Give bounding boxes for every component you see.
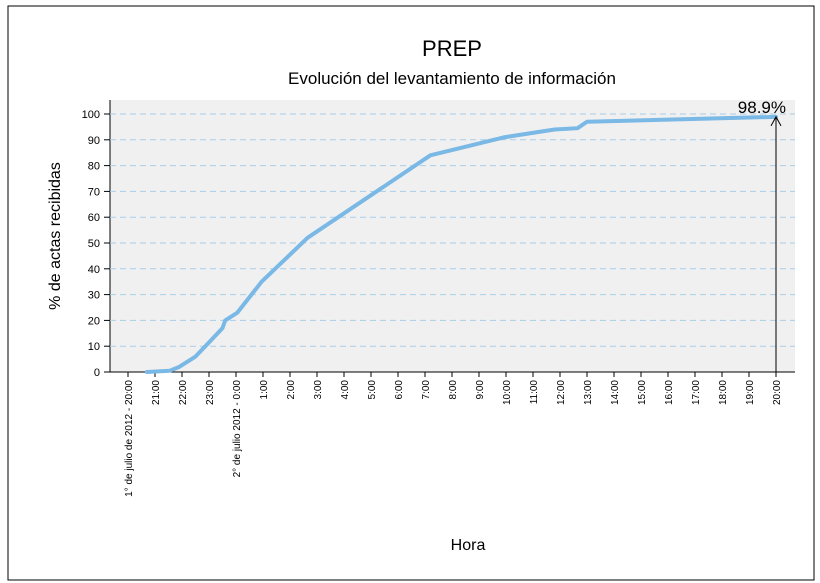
x-tick-label: 8:00 [448, 380, 459, 400]
x-tick-label: 22:00 [178, 380, 189, 405]
x-tick-label: 20:00 [772, 380, 783, 405]
x-tick-label: 10:00 [502, 380, 513, 405]
y-tick-label: 70 [88, 186, 100, 198]
x-tick-label: 11:00 [529, 380, 540, 405]
x-tick-label: 13:00 [583, 380, 594, 405]
y-tick-label: 60 [88, 212, 100, 224]
x-tick-label: 14:00 [610, 380, 621, 405]
x-tick-label: 23:00 [205, 380, 216, 405]
data-line [144, 114, 778, 374]
plot-area [110, 100, 795, 372]
x-tick-label: 3:00 [313, 380, 324, 400]
x-tick-label: 19:00 [745, 380, 756, 405]
annotation-label: 98.9% [738, 98, 786, 117]
x-tick-label: 21:00 [151, 380, 162, 405]
x-tick-label: 5:00 [367, 380, 378, 400]
chart-title: PREP [422, 36, 482, 61]
x-tick-label: 1:00 [259, 380, 270, 400]
x-axis-label: Hora [451, 537, 486, 554]
x-tick-label: 16:00 [664, 380, 675, 405]
arrow-head [770, 115, 782, 127]
x-tick-label: 4:00 [340, 380, 351, 400]
x-tick-label: 17:00 [691, 380, 702, 405]
x-tick-label: 12:00 [556, 380, 567, 405]
y-tick-label: 30 [88, 290, 100, 302]
x-tick-label: 6:00 [394, 380, 405, 400]
y-tick-label: 100 [82, 109, 100, 121]
x-tick-label: 7:00 [421, 380, 432, 400]
x-tick-label: 18:00 [718, 380, 729, 405]
x-tick-label: 15:00 [637, 380, 648, 405]
y-axis-label: % de actas recibidas [47, 162, 64, 310]
y-tick-label: 40 [88, 264, 100, 276]
y-tick-label: 90 [88, 135, 100, 147]
chart-subtitle: Evolución del levantamiento de informaci… [288, 69, 616, 88]
x-tick-label: 9:00 [475, 380, 486, 400]
y-tick-label: 80 [88, 161, 100, 173]
x-tick-label: 2:00 [286, 380, 297, 400]
x-tick-label: 1° de julio de 2012 - 20:00 [124, 380, 135, 497]
y-tick-label: 0 [94, 367, 100, 379]
x-tick-label: 2° de julio 2012 - 0:00 [232, 380, 243, 478]
y-tick-label: 50 [88, 238, 100, 250]
y-tick-label: 20 [88, 315, 100, 327]
y-tick-label: 10 [88, 341, 100, 353]
